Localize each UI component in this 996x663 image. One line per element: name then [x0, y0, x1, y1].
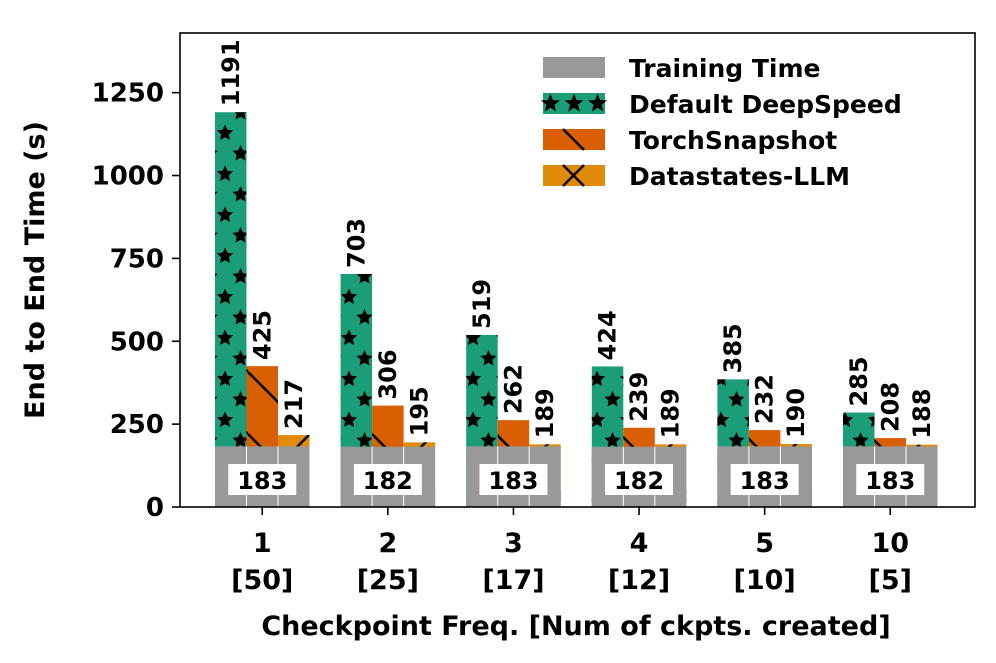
training-value-label: 183	[865, 467, 915, 495]
training-value-box	[605, 464, 674, 495]
x-tick-label: 4	[630, 528, 649, 559]
bar-value-label: 519	[468, 279, 496, 329]
legend-swatch	[543, 57, 605, 78]
training-value-box	[479, 464, 548, 495]
x-tick-sublabel: [12]	[608, 565, 670, 596]
bar-value-label: 385	[719, 323, 747, 373]
y-tick-label: 250	[110, 410, 164, 440]
bar-value-label: 306	[374, 349, 402, 399]
bar-value-label: 262	[499, 364, 527, 414]
legend: Training Time Default DeepSpeed TorchSnaps…	[540, 54, 902, 191]
x-tick-sublabel: [50]	[231, 565, 293, 596]
legend-label: Datastates-LLM	[629, 162, 850, 191]
legend-label: TorchSnapshot	[629, 126, 837, 155]
x-tick-label: 1	[253, 528, 272, 559]
legend-star	[540, 93, 560, 112]
legend-label: Default DeepSpeed	[629, 90, 902, 119]
y-axis-label: End to End Time (s)	[20, 121, 51, 419]
y-tick-label: 750	[110, 244, 164, 274]
training-value-label: 183	[237, 467, 287, 495]
legend-star	[588, 93, 608, 112]
training-value-label: 183	[740, 467, 790, 495]
bar-value-label: 425	[248, 310, 276, 360]
x-tick-sublabel: [25]	[357, 565, 419, 596]
bar-value-label: 195	[405, 386, 433, 436]
bar-value-label: 285	[845, 356, 873, 406]
x-tick-label: 3	[504, 528, 523, 559]
legend-hatch-line	[562, 128, 585, 151]
x-axis: 1 [50] 2 [25] 3 [17] 4 [12] 5 [10] 10 [5]	[231, 507, 912, 596]
bar-value-label: 190	[782, 388, 810, 438]
plot-frame	[179, 32, 976, 508]
bar-value-label: 217	[280, 379, 308, 429]
training-value-box	[856, 464, 925, 495]
x-axis-label: Checkpoint Freq. [Num of ckpts. created]	[261, 611, 890, 642]
y-tick-label: 1000	[92, 162, 164, 192]
training-value-box	[730, 464, 799, 495]
bar-hatch	[215, 112, 247, 507]
x-tick-label: 10	[871, 528, 909, 559]
bar-value-label: 703	[342, 218, 370, 268]
bar-value-label: 189	[657, 388, 685, 438]
bar-value-label: 232	[751, 374, 779, 424]
training-value-label: 183	[488, 467, 538, 495]
bar-value-label: 1191	[217, 39, 245, 106]
legend-star	[564, 93, 584, 112]
training-value-label: 182	[363, 467, 413, 495]
x-tick-sublabel: [5]	[869, 565, 912, 596]
training-value-box	[228, 464, 297, 495]
bar-value-label: 239	[625, 372, 653, 422]
legend-label: Training Time	[629, 54, 820, 83]
y-tick-label: 0	[146, 493, 164, 523]
training-value-label: 182	[614, 467, 664, 495]
bar-value-label: 188	[908, 389, 936, 439]
legend-hatch-line	[562, 164, 585, 187]
y-axis: 0 250 500 750 1000 1250	[92, 79, 180, 523]
x-tick-sublabel: [17]	[482, 565, 544, 596]
training-value-box	[353, 464, 422, 495]
x-tick-label: 2	[378, 528, 397, 559]
bar-value-label: 424	[594, 310, 622, 360]
y-tick-label: 1250	[92, 79, 164, 109]
x-tick-sublabel: [10]	[734, 565, 796, 596]
bar-value-label: 208	[876, 382, 904, 432]
y-tick-label: 500	[110, 327, 164, 357]
training-layer: 183 182 183 182 183 183	[215, 446, 938, 507]
bar-value-label: 189	[531, 388, 559, 438]
x-tick-label: 5	[755, 528, 774, 559]
